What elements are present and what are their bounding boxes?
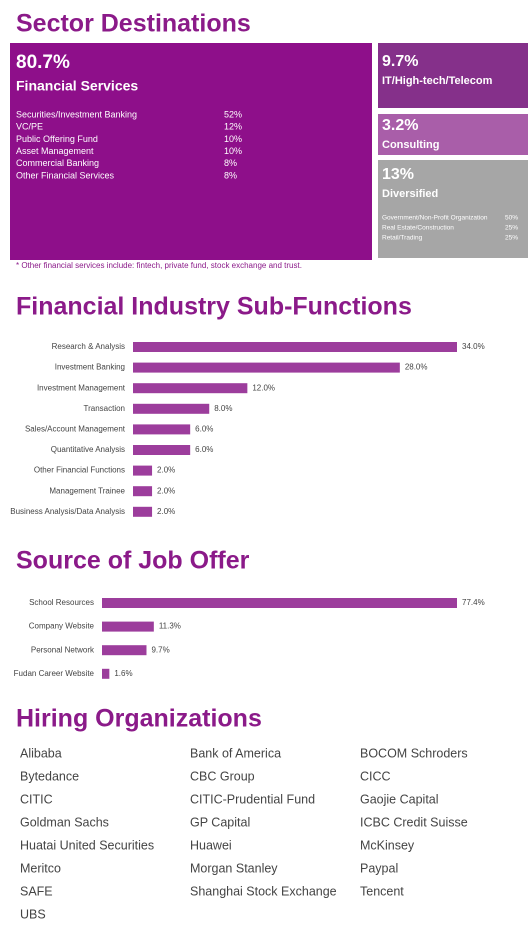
organization-name: GP Capital: [190, 815, 250, 829]
sector-label: Consulting: [382, 139, 439, 151]
organization-name: Bytedance: [20, 769, 79, 783]
sub-sector-name: Securities/Investment Banking: [16, 109, 137, 119]
bar: [133, 342, 457, 352]
section-title: Sector Destinations: [16, 10, 251, 38]
value-label: 2.0%: [157, 466, 175, 475]
sector-percent: 9.7%: [382, 53, 418, 70]
sector-percent: 13%: [382, 166, 414, 183]
section-title: Hiring Organizations: [16, 705, 262, 733]
sub-sector-name: Asset Management: [16, 146, 94, 156]
bar: [133, 424, 191, 435]
value-label: 8.0%: [214, 404, 232, 413]
sub-sector-share: 25%: [505, 225, 518, 232]
sub-sector-name: Real Estate/Construction: [382, 225, 454, 232]
sub-sector-share: 12%: [224, 122, 242, 132]
sub-sector-name: Commercial Banking: [16, 158, 99, 168]
sub-sector-share: 50%: [505, 215, 518, 222]
category-label: Quantitative Analysis: [51, 445, 125, 454]
value-label: 2.0%: [157, 507, 175, 516]
bar: [133, 506, 153, 517]
sector-label: Financial Services: [16, 78, 138, 94]
category-label: Other Financial Functions: [34, 466, 125, 475]
bar: [102, 621, 154, 632]
organization-name: Huatai United Securities: [20, 838, 154, 852]
section-title: Financial Industry Sub-Functions: [16, 293, 412, 321]
organization-name: CICC: [360, 769, 391, 783]
organization-name: Morgan Stanley: [190, 861, 278, 875]
organization-name: McKinsey: [360, 838, 415, 852]
value-label: 28.0%: [405, 363, 428, 372]
bar: [102, 598, 457, 608]
sub-sector-name: Government/Non-Profit Organization: [382, 215, 488, 222]
sub-sector-name: Public Offering Fund: [16, 134, 98, 144]
organization-name: ICBC Credit Suisse: [360, 815, 468, 829]
category-label: Business Analysis/Data Analysis: [10, 507, 125, 516]
organization-name: BOCOM Schroders: [360, 746, 468, 760]
sub-sector-share: 10%: [224, 134, 242, 144]
sector-percent: 80.7%: [16, 52, 70, 73]
sector-label: Diversified: [382, 188, 438, 200]
sub-sector-name: VC/PE: [16, 122, 43, 132]
organization-name: Bank of America: [190, 746, 281, 760]
sub-sector-share: 8%: [224, 158, 237, 168]
category-label: Management Trainee: [49, 486, 125, 495]
bar: [102, 668, 110, 679]
bar: [133, 383, 248, 394]
bar: [133, 465, 153, 476]
value-label: 34.0%: [462, 342, 485, 351]
footnote: * Other financial services include: fint…: [16, 261, 302, 270]
organization-name: Alibaba: [20, 746, 62, 760]
value-label: 12.0%: [252, 383, 275, 392]
sector-label: IT/High-tech/Telecom: [382, 75, 493, 87]
category-label: Investment Management: [37, 383, 126, 392]
value-label: 6.0%: [195, 425, 213, 434]
value-label: 2.0%: [157, 486, 175, 495]
category-label: School Resources: [29, 598, 94, 607]
organization-name: UBS: [20, 907, 46, 921]
organization-name: Huawei: [190, 838, 232, 852]
sector-percent: 3.2%: [382, 117, 418, 134]
value-label: 77.4%: [462, 598, 485, 607]
category-label: Company Website: [29, 622, 95, 631]
organization-name: Goldman Sachs: [20, 815, 109, 829]
category-label: Fudan Career Website: [14, 669, 95, 678]
value-label: 1.6%: [114, 669, 132, 678]
value-label: 11.3%: [159, 622, 181, 631]
sub-sector-share: 8%: [224, 170, 237, 180]
organization-name: CITIC-Prudential Fund: [190, 792, 315, 806]
sub-sector-share: 10%: [224, 146, 242, 156]
organization-name: Gaojie Capital: [360, 792, 439, 806]
sub-sector-share: 25%: [505, 234, 518, 241]
sector-box: [378, 43, 528, 108]
bar: [133, 403, 210, 414]
organization-name: SAFE: [20, 884, 53, 898]
organization-name: Shanghai Stock Exchange: [190, 884, 337, 898]
category-label: Transaction: [84, 404, 126, 413]
bar: [133, 445, 191, 455]
value-label: 9.7%: [151, 645, 169, 654]
category-label: Personal Network: [31, 645, 95, 654]
category-label: Research & Analysis: [52, 342, 125, 351]
bar: [102, 645, 147, 656]
bar: [133, 486, 153, 497]
section-title: Source of Job Offer: [16, 547, 250, 575]
category-label: Investment Banking: [55, 363, 125, 372]
sector-box: [378, 160, 528, 258]
organization-name: Paypal: [360, 861, 398, 875]
category-label: Sales/Account Management: [25, 425, 126, 434]
bar: [133, 362, 400, 373]
organization-name: Tencent: [360, 884, 404, 898]
value-label: 6.0%: [195, 445, 213, 454]
sector-box: [378, 114, 528, 155]
organization-name: Meritco: [20, 861, 61, 875]
sub-sector-share: 52%: [224, 109, 242, 119]
main-sector-box: [10, 43, 372, 260]
organization-name: CBC Group: [190, 769, 255, 783]
sub-sector-name: Other Financial Services: [16, 170, 115, 180]
organization-name: CITIC: [20, 792, 53, 806]
sub-sector-name: Retail/Trading: [382, 234, 423, 241]
